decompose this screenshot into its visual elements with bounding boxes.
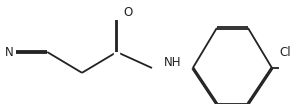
Text: N: N xyxy=(5,46,14,58)
Text: O: O xyxy=(123,6,133,19)
Text: Cl: Cl xyxy=(279,46,291,58)
Text: NH: NH xyxy=(164,56,181,69)
